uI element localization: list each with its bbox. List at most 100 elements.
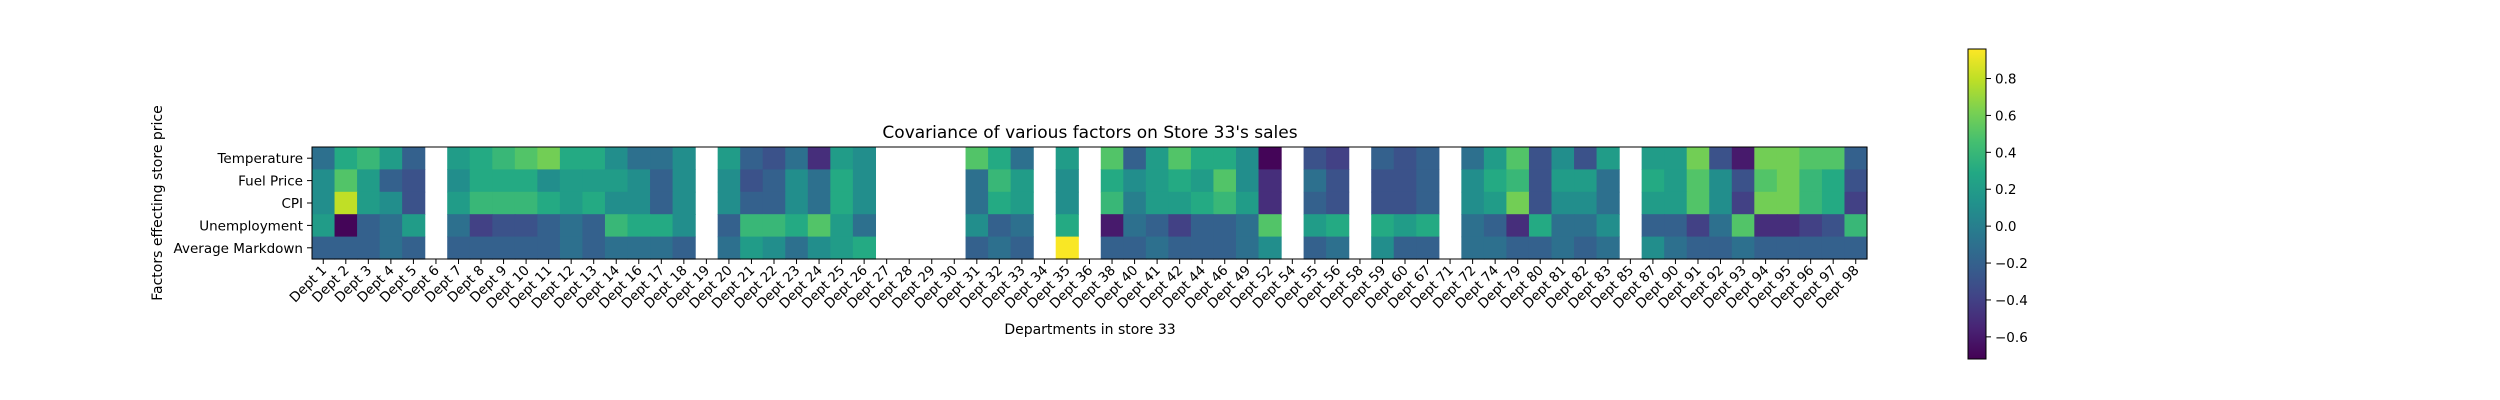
- heatmap-cell: [1776, 236, 1800, 260]
- heatmap-cell: [1055, 147, 1079, 170]
- heatmap-cell: [1574, 169, 1598, 193]
- heatmap-cell: [1799, 191, 1823, 215]
- heatmap-cell: [559, 214, 584, 238]
- heatmap-cell: [1551, 236, 1575, 260]
- heatmap-cell: [740, 236, 764, 260]
- heatmap-cell: [762, 191, 786, 215]
- heatmap-cell: [717, 169, 741, 193]
- heatmap-cell: [1371, 169, 1395, 193]
- heatmap-cell: [1574, 147, 1598, 170]
- colorbar-gradient: [1967, 48, 1987, 360]
- heatmap-cell: [1686, 236, 1710, 260]
- heatmap-cell: [1641, 236, 1665, 260]
- heatmap-cell: [312, 191, 336, 215]
- colorbar-tick-label: 0.8: [1995, 72, 2016, 88]
- heatmap-cell: [1776, 214, 1800, 238]
- heatmap-cell: [1664, 169, 1688, 193]
- heatmap-cell: [1483, 169, 1508, 193]
- heatmap-cell: [604, 191, 629, 215]
- heatmap-cell: [1574, 191, 1598, 215]
- heatmap-cell: [627, 147, 651, 170]
- heatmap-cell: [1010, 214, 1034, 238]
- heatmap-cell: [604, 236, 629, 260]
- heatmap-cell: [1709, 169, 1733, 193]
- heatmap-cell: [1574, 214, 1598, 238]
- heatmap-cell: [1551, 169, 1575, 193]
- heatmap-cell: [559, 169, 584, 193]
- row-tick-labels: Temperature Fuel Price CPI Unemployment Aver…: [174, 151, 312, 257]
- heatmap-cell: [469, 236, 493, 260]
- heatmap-cell: [785, 214, 809, 238]
- heatmap-cell: [1844, 214, 1868, 238]
- heatmap-cell: [717, 214, 741, 238]
- heatmap-cell: [1528, 191, 1553, 215]
- heatmap-cell: [447, 214, 471, 238]
- row-tick-label: Unemployment: [199, 218, 303, 234]
- heatmap-cell: [650, 214, 674, 238]
- heatmap-cell: [1393, 191, 1417, 215]
- heatmap-cell: [1731, 236, 1755, 260]
- heatmap-cell: [762, 169, 786, 193]
- heatmap-cell: [627, 169, 651, 193]
- heatmap-cell: [1010, 236, 1034, 260]
- heatmap-cell: [1844, 147, 1868, 170]
- heatmap-cell: [965, 214, 989, 238]
- heatmap-cell: [1416, 214, 1440, 238]
- heatmap-cell: [1664, 191, 1688, 215]
- heatmap-cell: [1326, 236, 1350, 260]
- heatmap-cell: [1776, 191, 1800, 215]
- heatmap-cell: [1258, 191, 1282, 215]
- heatmap-cell: [537, 191, 561, 215]
- colorbar-tick-label: 0.0: [1995, 219, 2016, 235]
- heatmap-cell: [1055, 236, 1079, 260]
- heatmap-cell: [379, 191, 403, 215]
- colorbar-tick-label: 0.6: [1995, 108, 2016, 124]
- heatmap-cell: [1145, 191, 1169, 215]
- heatmap-cell: [1776, 147, 1800, 170]
- heatmap-cell: [1303, 236, 1327, 260]
- heatmap-cell: [312, 236, 336, 260]
- heatmap-cell: [469, 147, 493, 170]
- heatmap-cell: [740, 214, 764, 238]
- heatmap-cell: [785, 191, 809, 215]
- heatmap-cell: [1100, 214, 1124, 238]
- heatmap-cell: [1371, 236, 1395, 260]
- heatmap-cell: [1100, 191, 1124, 215]
- heatmap-cell: [469, 191, 493, 215]
- heatmap-cell: [1776, 169, 1800, 193]
- heatmap-cell: [717, 147, 741, 170]
- heatmap-cell: [514, 191, 538, 215]
- heatmap-cell: [650, 169, 674, 193]
- heatmap-cell: [402, 236, 426, 260]
- heatmap-cell: [1754, 236, 1778, 260]
- heatmap-cell: [1168, 147, 1192, 170]
- heatmap-cell: [1190, 214, 1215, 238]
- heatmap-cell: [785, 169, 809, 193]
- heatmap-cell: [1731, 147, 1755, 170]
- heatmap-cell: [1709, 147, 1733, 170]
- heatmap-cell: [1821, 169, 1846, 193]
- heatmap-cell: [1799, 214, 1823, 238]
- heatmap-cell: [559, 147, 584, 170]
- heatmap-cell: [1168, 236, 1192, 260]
- heatmap-cell: [1799, 169, 1823, 193]
- heatmap-cell: [582, 236, 606, 260]
- heatmap-cell: [492, 147, 516, 170]
- colorbar: 0.8 0.6 0.4 0.2 0.0 −0.2 −0.4 −0.6: [1967, 48, 2028, 360]
- heatmap-cell: [1461, 169, 1485, 193]
- heatmap-cell: [492, 214, 516, 238]
- heatmap-cell: [1483, 191, 1508, 215]
- heatmap-cell: [334, 169, 358, 193]
- heatmap-cell: [1123, 147, 1147, 170]
- heatmap-cell: [1371, 191, 1395, 215]
- colorbar-tick-label: −0.6: [1995, 330, 2028, 346]
- heatmap-cell: [852, 236, 877, 260]
- heatmap-cell: [1235, 169, 1260, 193]
- heatmap-cell: [1055, 214, 1079, 238]
- heatmap-cell: [582, 169, 606, 193]
- heatmap-cell: [1844, 236, 1868, 260]
- heatmap-cell: [807, 236, 831, 260]
- heatmap-cell: [492, 236, 516, 260]
- heatmap-cell: [1326, 214, 1350, 238]
- heatmap-cell: [807, 214, 831, 238]
